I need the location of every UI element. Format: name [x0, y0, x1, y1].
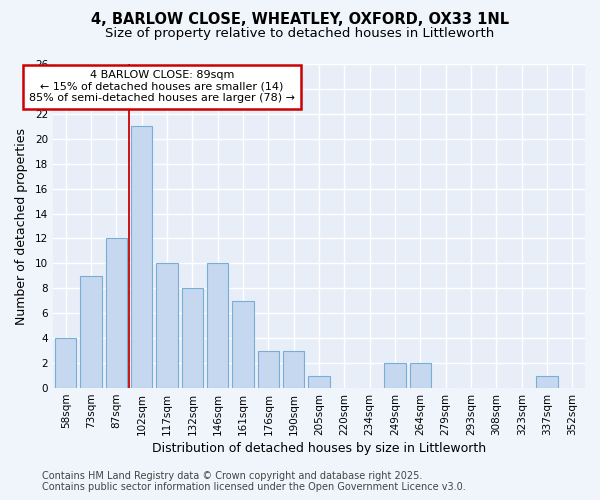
Y-axis label: Number of detached properties: Number of detached properties	[15, 128, 28, 324]
X-axis label: Distribution of detached houses by size in Littleworth: Distribution of detached houses by size …	[152, 442, 486, 455]
Bar	[308, 376, 330, 388]
Bar	[156, 264, 178, 388]
Bar	[182, 288, 203, 388]
Bar	[80, 276, 102, 388]
Bar	[55, 338, 76, 388]
Bar	[283, 350, 304, 388]
Bar	[207, 264, 229, 388]
Bar	[131, 126, 152, 388]
Bar	[232, 301, 254, 388]
Text: Size of property relative to detached houses in Littleworth: Size of property relative to detached ho…	[106, 28, 494, 40]
Bar	[384, 363, 406, 388]
Text: 4, BARLOW CLOSE, WHEATLEY, OXFORD, OX33 1NL: 4, BARLOW CLOSE, WHEATLEY, OXFORD, OX33 …	[91, 12, 509, 28]
Text: Contains HM Land Registry data © Crown copyright and database right 2025.
Contai: Contains HM Land Registry data © Crown c…	[42, 471, 466, 492]
Text: 4 BARLOW CLOSE: 89sqm
← 15% of detached houses are smaller (14)
85% of semi-deta: 4 BARLOW CLOSE: 89sqm ← 15% of detached …	[29, 70, 295, 103]
Bar	[536, 376, 558, 388]
Bar	[410, 363, 431, 388]
Bar	[257, 350, 279, 388]
Bar	[106, 238, 127, 388]
